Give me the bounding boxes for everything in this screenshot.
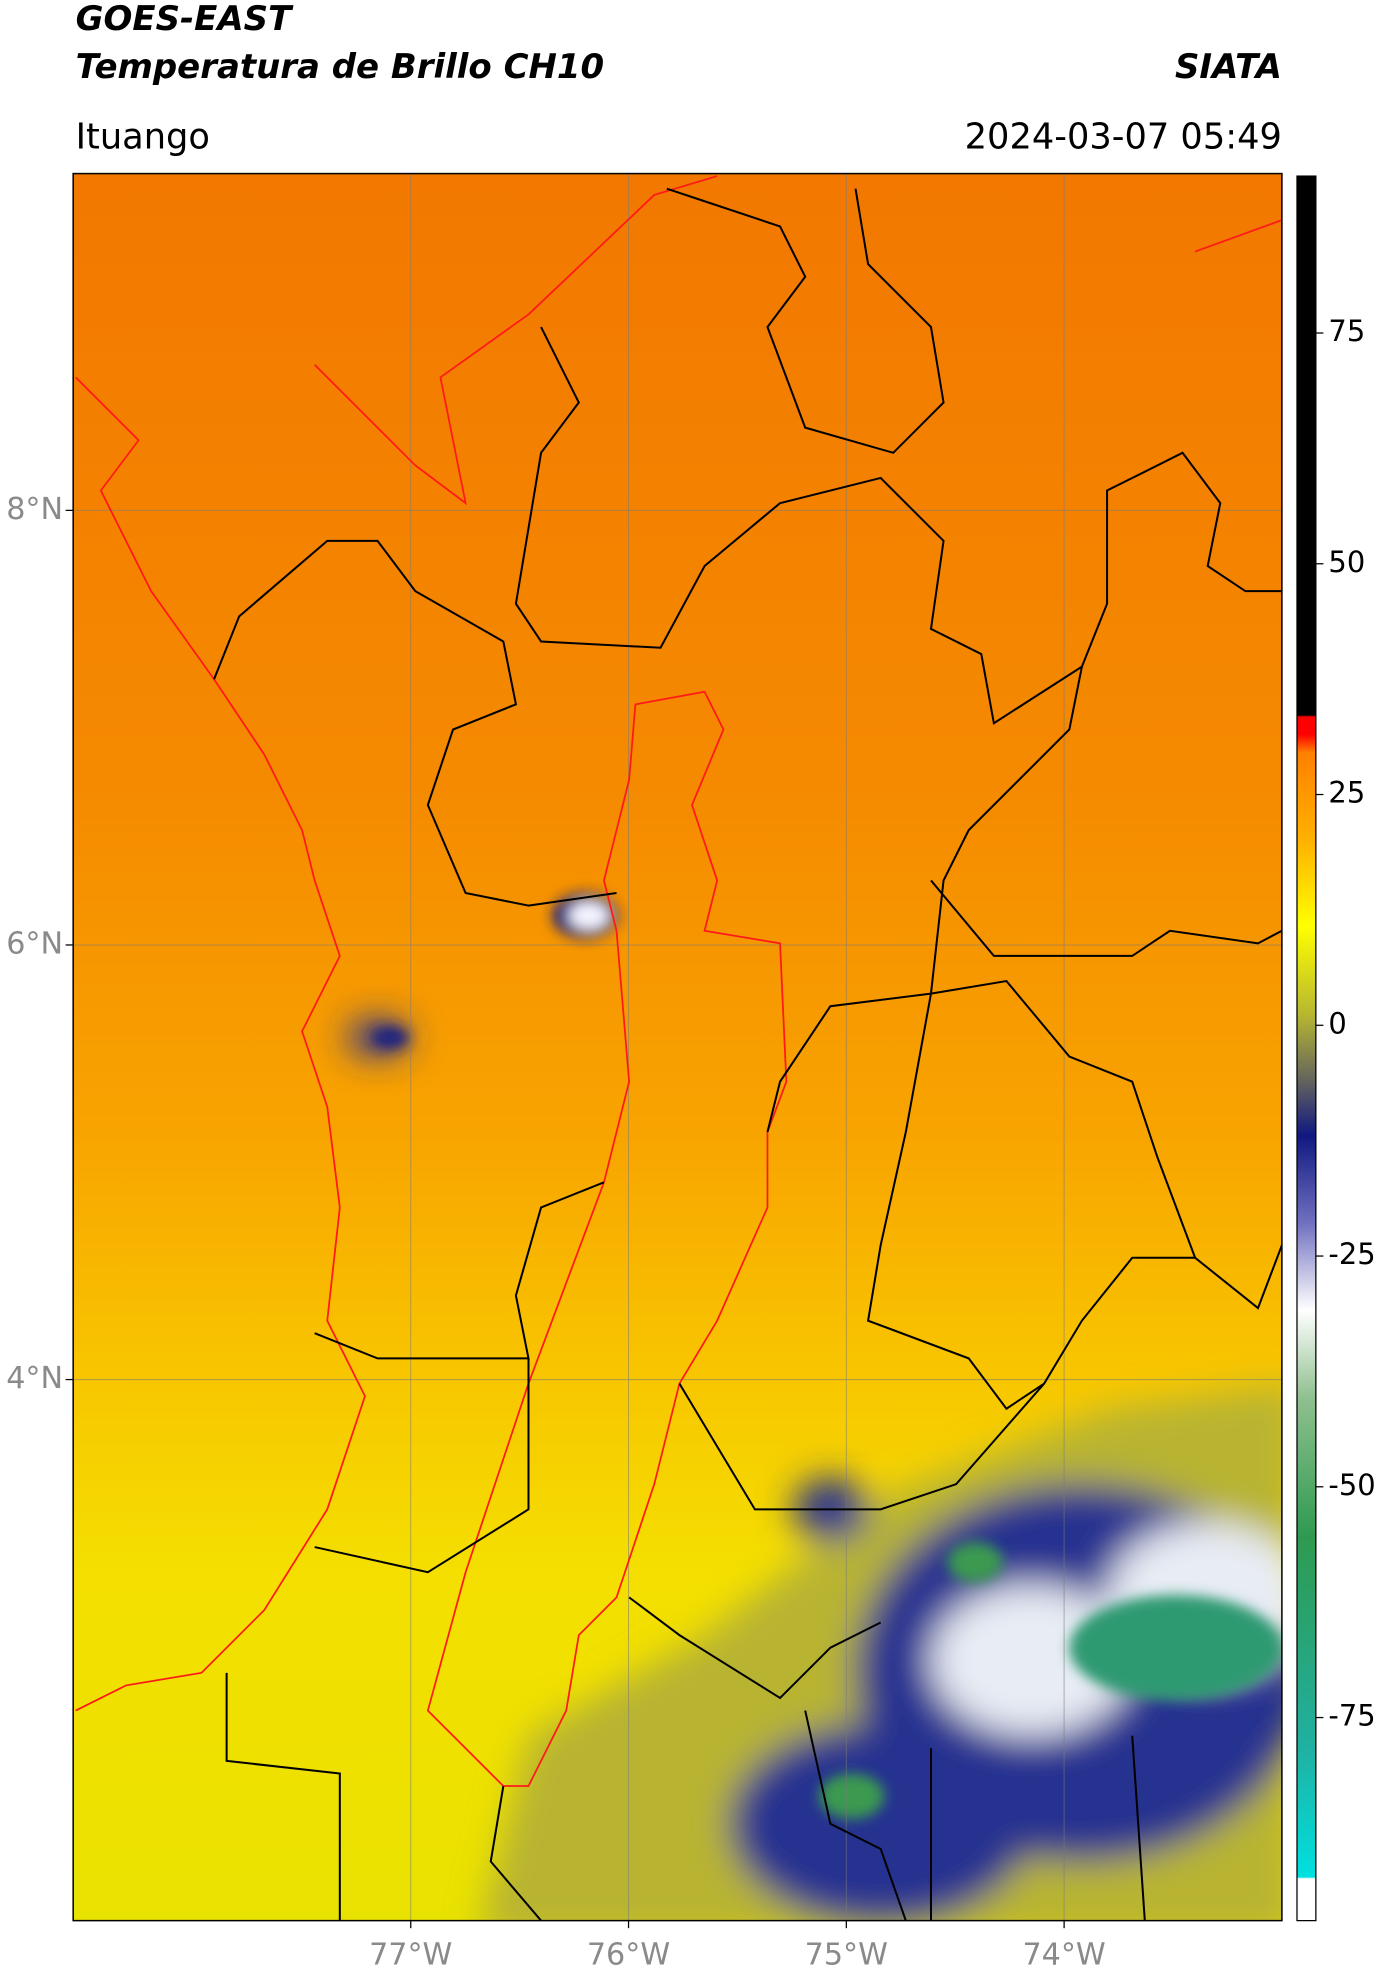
y-tick-label: 6°N [6,926,63,961]
source: SIATA [1175,47,1282,87]
colorbar-tick-label: -50 [1328,1468,1375,1502]
colorbar-tick-label: -75 [1328,1699,1375,1733]
colorbar-tick-label: 50 [1328,545,1365,579]
colorbar-tick-label: 75 [1328,314,1365,348]
department-borders [213,187,1282,1921]
colorbar [1296,175,1317,1922]
region-outline [426,690,788,1787]
boundaries [75,175,1282,1921]
cloud-field [346,1018,1282,1921]
coastline [314,175,1282,506]
y-tick-label: 4°N [6,1361,63,1396]
subtitle: Temperatura de Brillo CH10 [76,47,604,87]
map-ticks: 77°W 76°W 75°W 74°W 8°N 6°N 4°N [6,492,1106,1972]
x-tick-label: 74°W [1022,1937,1105,1972]
x-tick-label: 75°W [805,1937,888,1972]
coastline [75,376,366,1712]
datetime: 2024-03-07 05:49 [965,116,1282,157]
x-tick-label: 77°W [369,1937,452,1972]
cold-tops [371,893,1282,1819]
map-frame [72,172,1283,1922]
location: Ituango [76,116,210,157]
title: GOES-EAST [76,0,294,39]
colorbar-tick-label: 0 [1328,1006,1346,1040]
map [73,173,1282,1921]
gridlines [73,173,1282,1921]
colorbar-tick-label: -25 [1328,1237,1375,1271]
x-tick-label: 76°W [587,1937,670,1972]
colorbar-ticks: 75 50 25 0 -25 -50 -75 [1315,314,1376,1733]
y-tick-label: 8°N [6,492,63,527]
colorbar-tick-label: 25 [1328,776,1365,810]
